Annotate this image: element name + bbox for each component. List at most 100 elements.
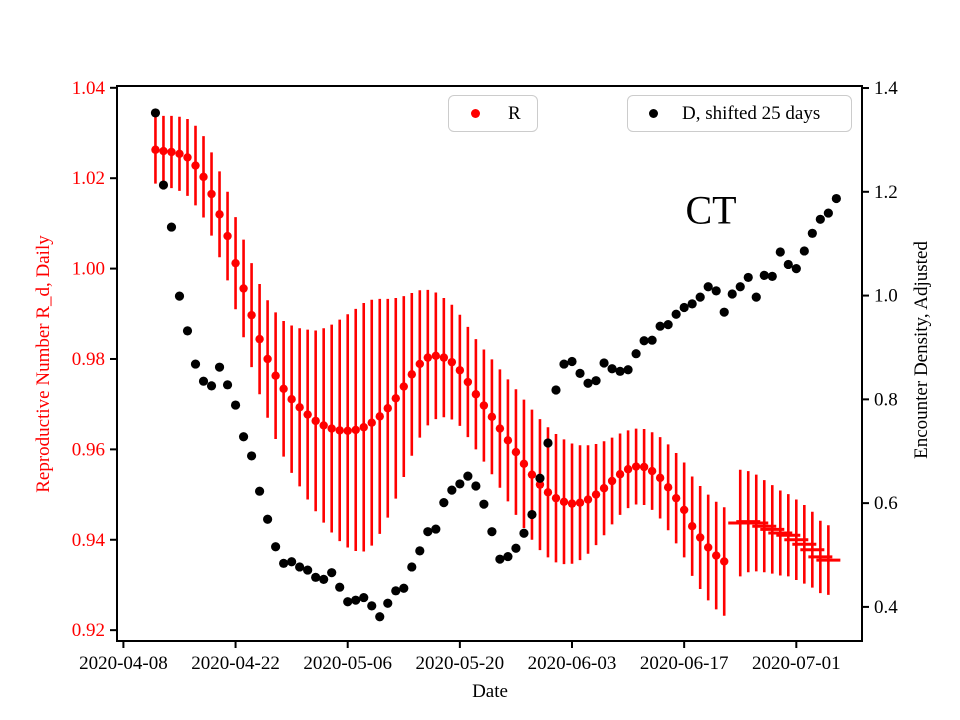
x-tick-label: 2020-05-06	[303, 653, 392, 674]
data-point	[711, 286, 721, 296]
data-point	[159, 146, 168, 156]
data-point	[199, 172, 208, 182]
data-point	[823, 208, 833, 218]
data-point	[303, 410, 312, 419]
data-point	[471, 481, 481, 491]
right-axis-ticks: 0.4 0.6 0.8 1.0 1.2 1.4	[862, 78, 898, 618]
x-tick-label: 2020-04-08	[79, 653, 168, 674]
data-point	[720, 557, 729, 566]
data-point	[487, 527, 497, 537]
data-point	[815, 214, 825, 224]
data-point	[399, 583, 409, 593]
data-point	[519, 459, 529, 469]
data-point	[791, 263, 801, 274]
data-point	[591, 490, 601, 499]
data-point	[712, 551, 721, 560]
data-point	[383, 404, 392, 413]
data-point	[183, 153, 192, 162]
data-point	[263, 354, 272, 364]
right-tick-label: 0.6	[874, 493, 898, 514]
data-point	[671, 493, 681, 503]
data-point	[215, 210, 224, 219]
axes-spines	[116, 85, 863, 642]
left-tick-label: 1.02	[72, 168, 105, 189]
data-point	[727, 289, 737, 299]
data-point	[527, 509, 537, 520]
data-point	[239, 284, 248, 293]
data-point	[751, 292, 761, 302]
x-axis-ticks: 2020-04-08 2020-04-22 2020-05-06 2020-05-20…	[79, 641, 841, 674]
data-point	[783, 259, 793, 270]
data-point	[375, 612, 385, 622]
x-tick-label: 2020-06-03	[528, 653, 617, 674]
data-point	[150, 108, 161, 118]
data-point	[743, 272, 753, 283]
data-point	[383, 598, 393, 608]
data-point	[447, 485, 457, 495]
data-point	[463, 377, 473, 387]
data-point	[511, 543, 521, 553]
r-interval-series	[728, 469, 841, 595]
right-tick-label: 0.4	[874, 597, 898, 618]
data-point	[583, 378, 593, 388]
data-point	[615, 366, 625, 376]
data-point	[567, 499, 577, 508]
data-point	[631, 349, 641, 359]
data-point	[303, 565, 313, 575]
data-point	[719, 307, 729, 317]
data-point	[527, 470, 537, 479]
data-point	[407, 562, 417, 572]
data-point	[687, 522, 697, 531]
data-point	[759, 270, 769, 280]
data-point	[535, 480, 545, 489]
data-point	[463, 471, 473, 481]
data-point	[335, 426, 344, 435]
left-tick-label: 0.92	[72, 620, 105, 641]
data-point	[415, 546, 425, 556]
data-point	[519, 528, 529, 538]
data-point	[271, 371, 280, 380]
data-point	[246, 451, 257, 461]
legend-r: R	[448, 95, 538, 132]
data-point	[431, 524, 441, 534]
data-point	[230, 400, 241, 410]
data-point	[175, 149, 184, 158]
data-point	[679, 302, 689, 313]
data-point	[647, 466, 657, 476]
data-point	[695, 533, 705, 542]
data-point	[775, 247, 785, 257]
data-point	[679, 505, 689, 515]
data-point	[583, 495, 593, 504]
data-point	[503, 436, 513, 445]
data-point	[207, 189, 216, 199]
data-point	[799, 246, 809, 256]
data-point	[559, 359, 569, 369]
data-point	[375, 412, 384, 421]
data-point	[703, 282, 713, 292]
data-point	[647, 335, 657, 345]
data-point	[359, 592, 369, 603]
data-point	[351, 425, 360, 435]
data-point	[415, 359, 425, 369]
data-point	[695, 292, 705, 302]
left-tick-label: 0.94	[72, 530, 106, 551]
right-y-axis-label: Encounter Density, Adjusted	[911, 241, 932, 459]
data-point	[807, 228, 817, 238]
data-point	[351, 595, 361, 605]
data-point	[495, 424, 505, 433]
data-point	[423, 353, 433, 362]
legend-r-marker-icon	[471, 109, 480, 118]
data-point	[191, 161, 200, 170]
data-point	[687, 299, 697, 309]
legend-d: D, shifted 25 days	[627, 95, 852, 132]
left-axis-ticks: 0.92 0.94 0.96 0.98 1.00 1.02 1.04	[72, 78, 117, 641]
data-point	[231, 258, 240, 268]
data-point	[271, 542, 281, 552]
data-point	[735, 282, 745, 292]
data-point	[247, 310, 256, 320]
left-y-axis-label: Reproductive Number R_d, Daily	[33, 235, 54, 493]
data-point	[703, 543, 713, 552]
data-point	[623, 365, 633, 375]
data-point	[279, 384, 288, 394]
